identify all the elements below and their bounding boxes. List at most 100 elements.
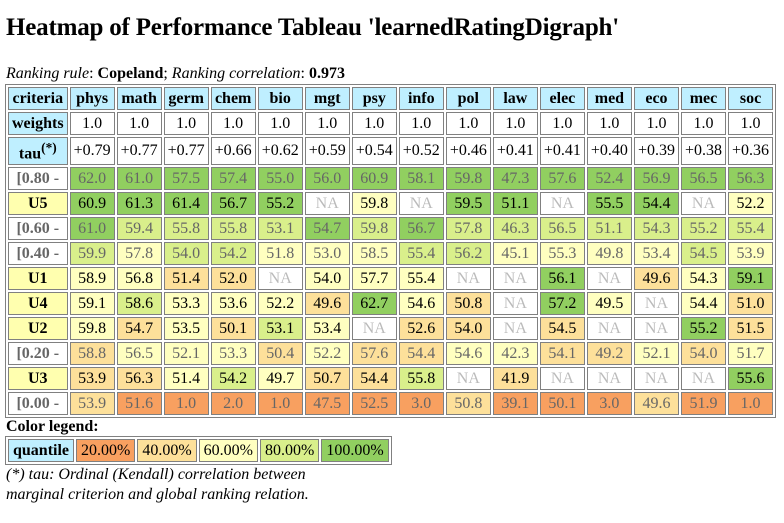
heatmap-cell: 55.0 [257, 167, 303, 191]
heatmap-cell: 56.5 [680, 167, 726, 191]
unit-row: U1 58.9 56.8 51.4 52.0 NA 54.0 57.7 55.4 NA NA 56.1… [8, 267, 774, 291]
heatmap-cell: 54.1 [539, 342, 585, 366]
heatmap-cell: 53.9 [728, 242, 774, 266]
tau-cell: +0.40 [586, 137, 632, 166]
heatmap-cell: 56.5 [116, 342, 162, 366]
weight-cell: 1.0 [680, 112, 726, 135]
heatmap-table: criteria phys math germ chem bio mgt psy info po… [5, 84, 777, 419]
heatmap-cell: NA [539, 192, 585, 216]
heatmap-cell: 55.6 [728, 367, 774, 391]
heatmap-cell: 57.2 [539, 292, 585, 316]
criterion-header: mec [680, 87, 726, 110]
row-header: [0.20 - [8, 342, 68, 366]
heatmap-cell: 51.6 [116, 392, 162, 416]
weight-cell: 1.0 [445, 112, 491, 135]
heatmap-cell: 53.9 [69, 392, 115, 416]
heatmap-cell: 50.8 [445, 392, 491, 416]
quantile-row: [0.60 -61.0 59.4 55.8 55.8 53.1 54.7 59.8 56.7 5… [8, 217, 774, 241]
heatmap-cell: 53.5 [163, 317, 209, 341]
ranking-info: Ranking rule: Copeland; Ranking correlat… [6, 65, 345, 82]
heatmap-cell: 55.5 [586, 192, 632, 216]
heatmap-cell: NA [398, 192, 444, 216]
heatmap-cell: 47.5 [304, 392, 350, 416]
tau-cell: +0.46 [445, 137, 491, 166]
criterion-header: germ [163, 87, 209, 110]
tau-cell: +0.66 [210, 137, 256, 166]
heatmap-cell: 60.9 [351, 167, 397, 191]
heatmap-cell: NA [586, 317, 632, 341]
heatmap-cell: 59.8 [351, 217, 397, 241]
unit-row: U5 60.9 61.3 61.4 56.7 55.2 NA 59.8 NA 59.5 51.1 NA… [8, 192, 774, 216]
heatmap-cell: 2.0 [210, 392, 256, 416]
heatmap-cell: 50.7 [304, 367, 350, 391]
heatmap-cell: 59.4 [116, 217, 162, 241]
weight-cell: 1.0 [398, 112, 444, 135]
heatmap-cell: 54.0 [163, 242, 209, 266]
heatmap-cell: 56.7 [398, 217, 444, 241]
row-header: [0.60 - [8, 217, 68, 241]
footnote-line2: marginal criterion and global ranking re… [6, 486, 309, 504]
heatmap-cell: 59.8 [69, 317, 115, 341]
page: Heatmap of Performance Tableau 'learnedR… [0, 12, 784, 505]
tau-cell: +0.39 [633, 137, 679, 166]
heatmap-cell: 61.0 [69, 217, 115, 241]
legend-row: quantile 20.00% 40.00% 60.00% 80.00% 100.00% [8, 439, 389, 463]
heatmap-cell: 49.2 [586, 342, 632, 366]
heatmap-cell: 54.4 [633, 192, 679, 216]
heatmap-cell: 57.5 [163, 167, 209, 191]
heatmap-cell: 1.0 [728, 392, 774, 416]
heatmap-cell: 57.6 [351, 342, 397, 366]
tau-cell: +0.77 [163, 137, 209, 166]
heatmap-cell: 54.4 [680, 292, 726, 316]
heatmap-cell: 52.6 [398, 317, 444, 341]
heatmap-cell: 55.8 [398, 367, 444, 391]
tau-cell: +0.79 [69, 137, 115, 166]
heatmap-cell: 54.0 [680, 342, 726, 366]
weight-cell: 1.0 [351, 112, 397, 135]
heatmap-cell: 58.8 [69, 342, 115, 366]
unit-row: U4 59.1 58.6 53.3 53.6 52.2 49.6 62.7 54.6 50.8 NA… [8, 292, 774, 316]
criterion-header: med [586, 87, 632, 110]
heatmap-cell: NA [586, 267, 632, 291]
criterion-header: elec [539, 87, 585, 110]
heatmap-cell: NA [492, 317, 538, 341]
heatmap-cell: 56.2 [445, 242, 491, 266]
heatmap-cell: 58.1 [398, 167, 444, 191]
heatmap-cell: 51.4 [163, 267, 209, 291]
heatmap-cell: 51.5 [728, 317, 774, 341]
heatmap-cell: 59.1 [728, 267, 774, 291]
heatmap-cell: NA [304, 192, 350, 216]
heatmap-cell: NA [351, 317, 397, 341]
ranking-corr-value: 0.973 [308, 65, 345, 82]
heatmap-cell: 3.0 [398, 392, 444, 416]
heatmap-cell: 49.6 [633, 267, 679, 291]
heatmap-cell: 50.4 [257, 342, 303, 366]
heatmap-cell: 57.8 [116, 242, 162, 266]
heatmap-cell: 49.6 [304, 292, 350, 316]
heatmap-cell: 56.1 [539, 267, 585, 291]
ranking-rule-value: Copeland [97, 65, 164, 82]
heatmap-cell: 51.4 [163, 367, 209, 391]
heatmap-cell: 49.8 [586, 242, 632, 266]
heatmap-cell: 1.0 [163, 392, 209, 416]
heatmap-cell: 57.6 [539, 167, 585, 191]
heatmap-cell: 54.4 [398, 342, 444, 366]
criterion-header: eco [633, 87, 679, 110]
heatmap-cell: 54.6 [445, 342, 491, 366]
heatmap-cell: 55.4 [398, 242, 444, 266]
weight-cell: 1.0 [539, 112, 585, 135]
heatmap-cell: 52.1 [163, 342, 209, 366]
heatmap-cell: 50.1 [210, 317, 256, 341]
legend-item: 100.00% [321, 439, 389, 463]
quantile-row: [0.40 -59.9 57.8 54.0 54.2 51.8 53.0 58.5 55.4 5… [8, 242, 774, 266]
heatmap-cell: 58.9 [69, 267, 115, 291]
legend-item: 60.00% [198, 439, 258, 463]
heatmap-cell: 61.0 [116, 167, 162, 191]
heatmap-cell: 55.2 [257, 192, 303, 216]
heatmap-cell: 52.4 [586, 167, 632, 191]
heatmap-cell: 53.1 [257, 217, 303, 241]
heatmap-cell: 58.5 [351, 242, 397, 266]
tau-cell: +0.54 [351, 137, 397, 166]
heatmap-cell: 61.4 [163, 192, 209, 216]
criterion-header: math [116, 87, 162, 110]
